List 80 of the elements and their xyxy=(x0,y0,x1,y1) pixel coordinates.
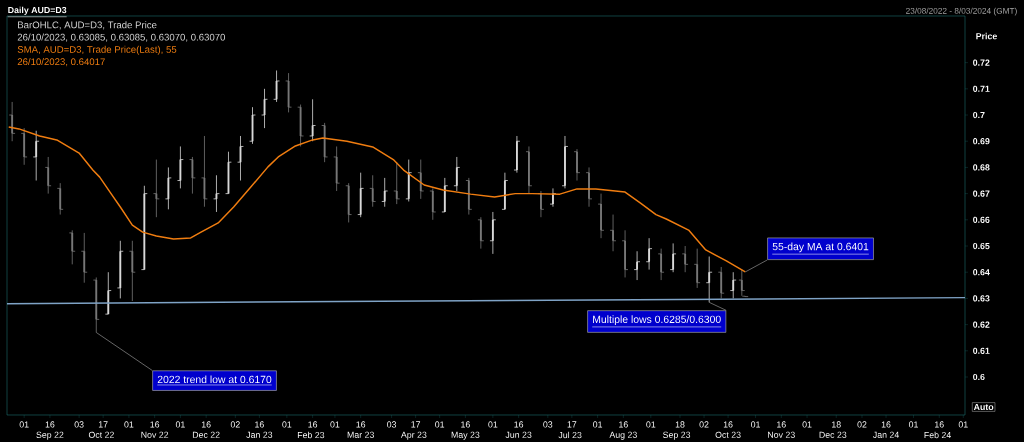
annotation: 55-day MA at 0.6401 xyxy=(772,242,869,253)
y-tick-label: 0.69 xyxy=(973,138,990,145)
x-tick-label: 01 xyxy=(750,421,761,428)
x-tick-label: 17 xyxy=(98,421,108,428)
y-tick-label: 0.7 xyxy=(973,111,985,119)
x2-tick-label: Feb 24 xyxy=(924,431,951,439)
y-tick-label: 0.6 xyxy=(973,373,985,381)
x-tick-label: 01 xyxy=(908,421,918,428)
x-tick-label: 02 xyxy=(857,421,867,428)
x-tick-label: 16 xyxy=(45,421,55,428)
x2-tick-label: Aug 23 xyxy=(609,431,637,440)
line-series xyxy=(7,126,746,273)
x-tick-label: 01 xyxy=(435,421,445,428)
text: 23/08/2022 - 8/03/2024 (GMT) xyxy=(906,7,1017,16)
x-tick-label: 16 xyxy=(150,421,160,428)
annotation: 26/10/2023, 0.64017 xyxy=(17,57,105,67)
x-tick-label: 02 xyxy=(230,421,240,428)
x-tick-label: 17 xyxy=(567,421,577,428)
x2-tick-label: Feb 23 xyxy=(297,431,325,439)
y-tick-label: 0.67 xyxy=(973,190,990,197)
y-tick-label: 0.68 xyxy=(973,164,990,171)
x-tick-label: 16 xyxy=(619,421,628,428)
chart-title: Daily AUD=D3 xyxy=(8,6,67,15)
x-tick-label: 16 xyxy=(723,421,733,428)
x-tick-label: 18 xyxy=(675,421,685,428)
y-tick-label: 0.72 xyxy=(973,59,990,66)
x-tick-label: 01 xyxy=(330,421,340,428)
x-tick-label: 01 xyxy=(175,421,185,428)
x-tick-label: 16 xyxy=(255,421,264,428)
x2-tick-label: Nov 23 xyxy=(768,431,795,438)
x2-tick-label: Apr 23 xyxy=(400,431,427,440)
y-axis-title: Price xyxy=(976,32,997,40)
x2-tick-label: Jan 23 xyxy=(246,431,273,438)
x2-tick-label: Oct 22 xyxy=(88,431,114,438)
x-tick-label: 02 xyxy=(699,421,709,428)
text: Auto xyxy=(973,403,994,411)
y-tick-label: 0.64 xyxy=(973,269,990,276)
x2-tick-label: Jul 23 xyxy=(558,431,582,439)
x-tick-label: 16 xyxy=(777,421,786,428)
x-tick-label: 01 xyxy=(593,421,603,428)
x2-tick-label: Dec 22 xyxy=(192,431,220,438)
x-tick-label: 01 xyxy=(282,421,292,428)
annotation: 26/10/2023, 0.63085, 0.63085, 0.63070, 0.63070 xyxy=(17,33,226,42)
x-tick-label: 16 xyxy=(308,421,318,428)
x-tick-label: 01 xyxy=(124,421,134,428)
x-tick-label: 03 xyxy=(543,421,553,428)
x-tick-label: 17 xyxy=(411,421,421,428)
x-tick-label: 01 xyxy=(19,421,29,428)
y-tick-label: 0.65 xyxy=(973,242,990,250)
text: BarOHLC, AUD=D3, Trade Price xyxy=(18,21,157,30)
x2-tick-label: May 23 xyxy=(451,431,480,440)
x2-tick-label: Jun 23 xyxy=(505,431,532,438)
x-tick-label: 16 xyxy=(201,421,211,428)
y-tick-label: 0.71 xyxy=(973,85,990,92)
x2-tick-label: Oct 23 xyxy=(715,431,741,438)
x-tick-label: 16 xyxy=(935,421,944,428)
x-tick-label: 18 xyxy=(832,421,841,428)
x2-tick-label: Mar 23 xyxy=(347,431,374,438)
x-tick-label: 01 xyxy=(646,421,656,428)
x-tick-label: 03 xyxy=(74,421,84,428)
text: SMA, AUD=D3, Trade Price(Last), 55 xyxy=(17,45,177,55)
x2-tick-label: Jan 24 xyxy=(872,431,899,438)
x2-tick-label: Sep 23 xyxy=(663,431,691,440)
y-tick-label: 0.66 xyxy=(973,216,990,223)
y-tick-label: 0.61 xyxy=(973,347,990,354)
x-tick-label: 16 xyxy=(881,421,891,428)
x2-tick-label: Sep 22 xyxy=(36,431,64,440)
x-tick-label: 01 xyxy=(958,421,968,428)
annotation: 2022 trend low at 0.6170 xyxy=(157,375,272,384)
y-tick-label: 0.63 xyxy=(973,295,990,302)
x2-tick-label: Dec 23 xyxy=(819,431,847,438)
x2-tick-label: Nov 22 xyxy=(141,431,169,438)
x-tick-label: 01 xyxy=(488,421,498,428)
x-tick-label: 16 xyxy=(356,421,366,428)
x-tick-label: 01 xyxy=(802,421,812,428)
x-tick-label: 03 xyxy=(387,421,397,428)
x-tick-label: 16 xyxy=(461,421,470,428)
x-tick-label: 16 xyxy=(514,421,524,428)
annotation: Multiple lows 0.6285/0.6300 xyxy=(593,315,721,325)
y-tick-label: 0.62 xyxy=(973,321,990,328)
